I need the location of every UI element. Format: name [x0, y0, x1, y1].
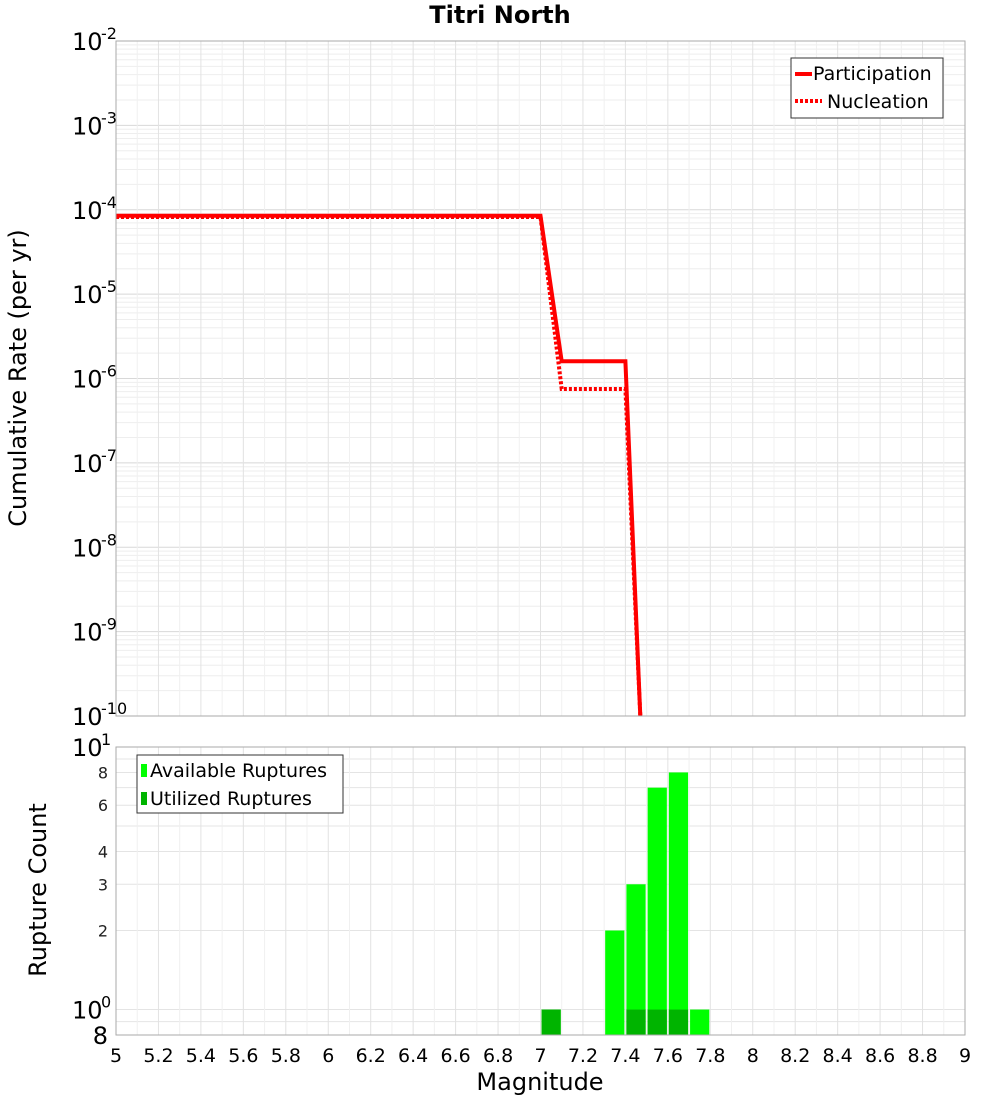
bottom-plot-frame	[115, 746, 966, 1036]
top-y-tick-exponent: -4	[101, 193, 117, 212]
x-tick-label: 8	[747, 1045, 759, 1067]
utilized-rupture-bar	[626, 1009, 646, 1035]
top-y-tick-label: 10-3	[72, 108, 117, 140]
top-plot-grid	[115, 41, 966, 717]
x-tick-label: 7.6	[653, 1045, 683, 1067]
available-rupture-bar	[690, 1009, 710, 1035]
top-y-tick-label: 10-6	[72, 362, 117, 394]
top-y-tick-label: 10-5	[72, 277, 117, 309]
x-tick-label: 8.2	[780, 1045, 810, 1067]
top-plot-frame	[115, 40, 966, 717]
x-tick-label: 7	[534, 1045, 546, 1067]
top-y-tick-base: 10	[72, 703, 103, 731]
bottom-y-minor-tick-label: 6	[98, 796, 108, 815]
top-y-tick-label: 10-9	[72, 615, 117, 647]
x-tick-label: 8.6	[865, 1045, 895, 1067]
x-tick-label: 7.2	[568, 1045, 598, 1067]
legend-available-label: Available Ruptures	[150, 760, 327, 782]
x-tick-label: 7.8	[695, 1045, 725, 1067]
x-tick-label: 5.6	[228, 1045, 258, 1067]
legend-utilized-label: Utilized Ruptures	[150, 788, 312, 810]
top-y-tick-exponent: -6	[101, 362, 117, 381]
bar-series-group	[541, 772, 710, 1035]
top-y-tick-base: 10	[72, 534, 103, 562]
top-y-tick-exponent: -8	[101, 530, 117, 549]
x-tick-label: 6.4	[398, 1045, 428, 1067]
top-y-axis-label: Cumulative Rate (per yr)	[4, 229, 32, 527]
legend-utilized-swatch	[141, 792, 147, 805]
legend-participation-label: Participation	[813, 63, 932, 85]
top-y-tick-base: 10	[72, 619, 103, 647]
x-axis-label: Magnitude	[476, 1068, 603, 1096]
top-y-tick-base: 10	[72, 112, 103, 140]
top-legend-box	[790, 57, 944, 119]
top-y-tick-label: 10-10	[72, 699, 127, 731]
bottom-y-tick-exponent: 0	[101, 993, 111, 1012]
top-y-tick-base: 10	[72, 450, 103, 478]
bottom-y-tick-base: 10	[72, 734, 103, 762]
x-tick-label: 5	[110, 1045, 122, 1067]
top-y-tick-label: 10-7	[72, 446, 117, 478]
top-y-tick-labels: 10-210-310-410-510-610-710-810-910-10	[72, 24, 127, 731]
bottom-y-major-tick-label: 101	[72, 730, 111, 762]
utilized-rupture-bar	[541, 1009, 561, 1035]
x-tick-label: 6.8	[483, 1045, 513, 1067]
top-y-tick-base: 10	[72, 197, 103, 225]
top-y-tick-label: 10-4	[72, 193, 117, 225]
available-rupture-bar	[647, 787, 667, 1035]
available-rupture-bar	[605, 930, 625, 1035]
bottom-legend: Available Ruptures Utilized Ruptures	[136, 754, 344, 814]
x-tick-label: 6.6	[440, 1045, 470, 1067]
top-y-tick-base: 10	[72, 28, 103, 56]
top-y-tick-label: 10-8	[72, 530, 117, 562]
top-y-tick-base: 10	[72, 281, 103, 309]
top-legend: Participation Nucleation	[790, 57, 944, 119]
top-y-tick-label: 10-2	[72, 24, 117, 56]
x-tick-label: 5.2	[143, 1045, 173, 1067]
bottom-y-minor-tick-label: 8	[93, 1022, 108, 1050]
bottom-y-tick-base: 10	[72, 997, 103, 1025]
legend-available-swatch	[141, 764, 147, 777]
legend-nucleation-label: Nucleation	[827, 91, 929, 113]
line-series-group	[116, 213, 643, 717]
x-tick-label: 8.8	[907, 1045, 937, 1067]
nucleation-line	[116, 215, 643, 717]
top-y-tick-exponent: -2	[101, 24, 117, 43]
bottom-y-tick-exponent: 1	[101, 730, 111, 749]
x-tick-label: 5.8	[271, 1045, 301, 1067]
x-tick-label: 7.4	[610, 1045, 640, 1067]
top-y-tick-base: 10	[72, 366, 103, 394]
bottom-y-minor-tick-label: 8	[98, 763, 108, 782]
utilized-rupture-bar	[647, 1009, 667, 1035]
bottom-y-axis-label: Rupture Count	[24, 803, 52, 977]
available-rupture-bar	[626, 884, 646, 1035]
bottom-legend-box	[136, 754, 344, 814]
bottom-y-minor-tick-label: 4	[98, 842, 108, 861]
x-tick-label: 6	[322, 1045, 334, 1067]
top-y-tick-exponent: -5	[101, 277, 117, 296]
top-y-tick-exponent: -3	[101, 108, 117, 127]
x-tick-label: 8.4	[823, 1045, 853, 1067]
bottom-y-minor-tick-label: 2	[98, 922, 108, 941]
x-tick-label: 6.2	[356, 1045, 386, 1067]
top-y-tick-exponent: -9	[101, 615, 117, 634]
bottom-y-major-tick-label: 100	[72, 993, 111, 1025]
x-tick-labels: 5 5.2 5.4 5.6 5.8 6 6.2 6.4 6.6 6.8 7 7.2 7.4 7.6 7.8 8…	[110, 1045, 971, 1067]
bottom-y-minor-tick-label: 3	[98, 875, 108, 894]
top-y-tick-exponent: -7	[101, 446, 117, 465]
x-tick-label: 9	[959, 1045, 971, 1067]
chart-title: Titri North	[429, 1, 570, 29]
x-tick-label: 5.4	[186, 1045, 216, 1067]
top-y-tick-exponent: -10	[101, 699, 127, 718]
utilized-rupture-bar	[668, 1009, 689, 1035]
available-rupture-bar	[668, 772, 689, 1035]
